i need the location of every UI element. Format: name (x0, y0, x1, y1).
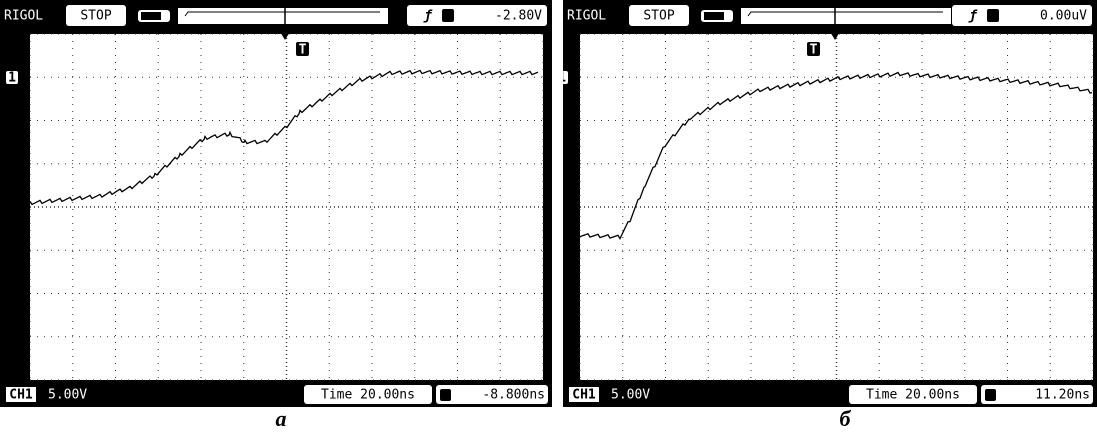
channel-marker: 1 (8, 71, 16, 86)
brand: RIGOL (567, 9, 606, 24)
edge-icon: ƒ (968, 9, 978, 24)
scope-screen: RIGOL STOP ƒ 0.00uV T 1 CH1 5.00V Time 20.00ns 11… (563, 0, 1097, 432)
time: Time 20.00ns (866, 388, 960, 403)
offset-icon (985, 389, 996, 401)
page: {"panels":[ {"header":{"brand":"RIGOL","… (0, 0, 1097, 432)
scope-screen: RIGOL STOP ƒ -2.80V T 1 CH1 5.00V Time 20.00ns -8… (0, 0, 552, 432)
caption: б (840, 406, 852, 431)
channel-marker: 1 (563, 71, 566, 86)
scale: 5.00V (48, 388, 87, 403)
scale: 5.00V (611, 388, 650, 403)
channel-icon (442, 9, 454, 22)
status: STOP (80, 9, 111, 24)
edge-icon: ƒ (423, 9, 433, 24)
channel: CH1 (9, 388, 33, 403)
offset: 11.20ns (1035, 388, 1090, 403)
brand: RIGOL (4, 9, 43, 24)
preview-box (178, 8, 388, 24)
trigger-marker: T (299, 43, 307, 58)
memory-fill (704, 12, 724, 20)
trigger-marker: T (810, 43, 818, 58)
trigger-level: 0.00uV (1040, 9, 1087, 24)
trigger-level: -2.80V (495, 9, 542, 24)
memory-fill (141, 12, 161, 20)
offset-icon (440, 389, 451, 401)
status: STOP (643, 9, 674, 24)
preview-box (741, 8, 951, 24)
channel: CH1 (572, 388, 596, 403)
offset: -8.800ns (482, 388, 545, 403)
time: Time 20.00ns (321, 388, 415, 403)
caption: a (276, 406, 287, 431)
channel-icon (987, 9, 999, 22)
